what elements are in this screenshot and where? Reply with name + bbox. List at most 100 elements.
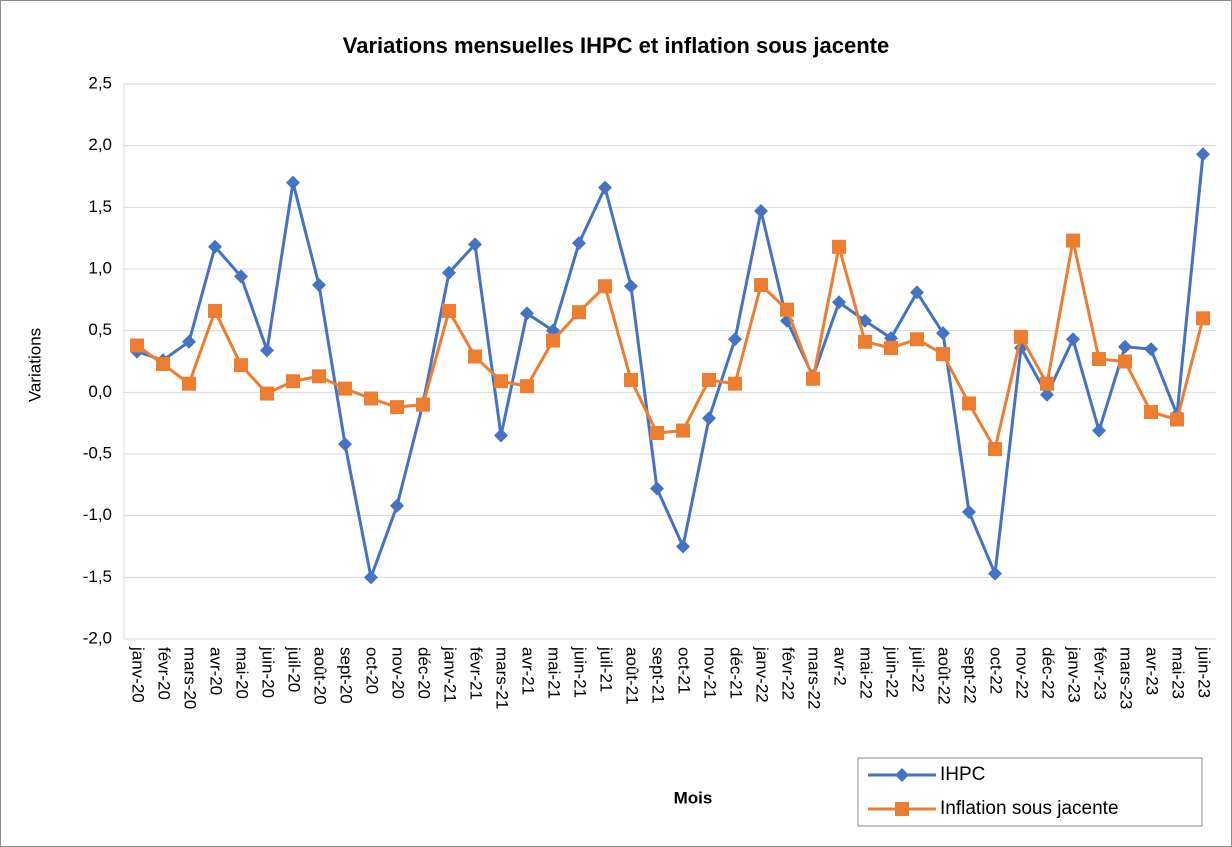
marker xyxy=(572,236,586,251)
marker xyxy=(468,237,482,252)
marker xyxy=(728,376,742,391)
legend-box xyxy=(857,757,1203,827)
marker xyxy=(910,285,924,300)
x-tick-label: janv-20 xyxy=(129,646,148,703)
marker xyxy=(650,426,664,441)
y-tick-label: 1,5 xyxy=(88,197,112,216)
marker xyxy=(1118,354,1132,369)
marker xyxy=(546,333,560,348)
x-tick-label: déc-21 xyxy=(727,647,746,699)
marker xyxy=(416,397,430,412)
marker xyxy=(895,802,909,816)
marker xyxy=(442,265,456,280)
marker xyxy=(520,306,534,321)
marker xyxy=(1040,387,1054,402)
marker xyxy=(390,498,404,513)
x-tick-label: mars-21 xyxy=(493,647,512,709)
x-tick-label: août-20 xyxy=(311,647,330,705)
x-tick-label: mai-22 xyxy=(857,647,876,699)
y-tick-label: -1,5 xyxy=(83,567,112,586)
x-tick-label: févr-22 xyxy=(779,647,798,700)
marker xyxy=(936,347,950,362)
marker xyxy=(442,303,456,318)
x-tick-label: janv-21 xyxy=(441,646,460,703)
x-tick-label: juil-21 xyxy=(597,646,616,692)
x-tick-label: avr-20 xyxy=(207,647,226,695)
x-tick-label: mai-23 xyxy=(1169,647,1188,699)
marker xyxy=(1196,147,1210,162)
marker xyxy=(936,326,950,341)
x-tick-label: juil-22 xyxy=(909,646,928,692)
y-tick-label: 1,0 xyxy=(88,258,112,277)
marker xyxy=(806,371,820,386)
marker xyxy=(702,373,716,387)
x-tick-label: mars-23 xyxy=(1117,647,1136,709)
y-tick-label: -1,0 xyxy=(83,505,112,524)
y-tick-label: -2,0 xyxy=(83,628,112,647)
x-tick-label: déc-20 xyxy=(415,647,434,699)
marker xyxy=(624,279,638,294)
x-tick-label: mars-22 xyxy=(805,647,824,709)
marker xyxy=(1066,332,1080,347)
marker xyxy=(572,305,586,320)
x-tick-label: avr-21 xyxy=(519,647,538,695)
marker xyxy=(702,411,716,426)
marker xyxy=(364,391,378,406)
marker xyxy=(1040,376,1054,391)
marker xyxy=(676,423,690,438)
marker xyxy=(754,204,768,219)
marker xyxy=(312,278,326,293)
marker xyxy=(260,343,274,358)
marker xyxy=(676,539,690,554)
y-tick-label: 0,5 xyxy=(88,320,112,339)
marker xyxy=(182,334,196,349)
marker xyxy=(520,379,534,394)
x-tick-label: févr-23 xyxy=(1091,647,1110,700)
x-tick-label: sept-20 xyxy=(337,647,356,704)
x-tick-label: févr-21 xyxy=(467,647,486,700)
marker xyxy=(962,396,976,411)
marker xyxy=(364,570,378,585)
marker xyxy=(286,175,300,190)
series-line xyxy=(136,154,1205,583)
marker xyxy=(468,349,482,364)
x-tick-label: oct-20 xyxy=(363,647,382,694)
x-tick-label: nov-21 xyxy=(701,647,720,699)
x-tick-label: août-22 xyxy=(935,647,954,705)
marker xyxy=(728,332,742,347)
marker xyxy=(234,269,248,284)
x-tick-label: mars-20 xyxy=(181,647,200,709)
x-tick-label: mai-20 xyxy=(233,647,252,699)
marker xyxy=(338,437,352,452)
marker xyxy=(598,279,612,294)
marker xyxy=(988,566,1002,581)
y-tick-label: -0,5 xyxy=(83,443,112,462)
chart-title: Variations mensuelles IHPC et inflation … xyxy=(343,33,890,58)
marker xyxy=(1066,233,1080,248)
marker xyxy=(832,295,846,310)
marker xyxy=(260,386,274,401)
legend: IHPC Inflation sous jacente xyxy=(857,757,1203,827)
marker xyxy=(1144,342,1158,357)
x-tick-label: nov-20 xyxy=(389,647,408,699)
marker xyxy=(338,381,352,396)
marker xyxy=(832,239,846,254)
x-tick-label: juin-23 xyxy=(1195,646,1214,698)
x-tick-label: août-21 xyxy=(623,647,642,705)
x-tick-label: avr-23 xyxy=(1143,647,1162,695)
x-tick-label: oct-22 xyxy=(987,647,1006,694)
marker xyxy=(208,239,222,254)
marker xyxy=(234,358,248,373)
x-tick-label: janv-22 xyxy=(753,646,772,703)
marker xyxy=(858,334,872,349)
marker xyxy=(1144,405,1158,420)
marker xyxy=(910,332,924,347)
x-tick-label: nov-22 xyxy=(1013,647,1032,699)
x-tick-label: juin-20 xyxy=(259,646,278,698)
x-axis-label: Mois xyxy=(674,788,713,807)
marker xyxy=(286,374,300,389)
legend-label: IHPC xyxy=(940,764,985,785)
marker xyxy=(1118,339,1132,354)
